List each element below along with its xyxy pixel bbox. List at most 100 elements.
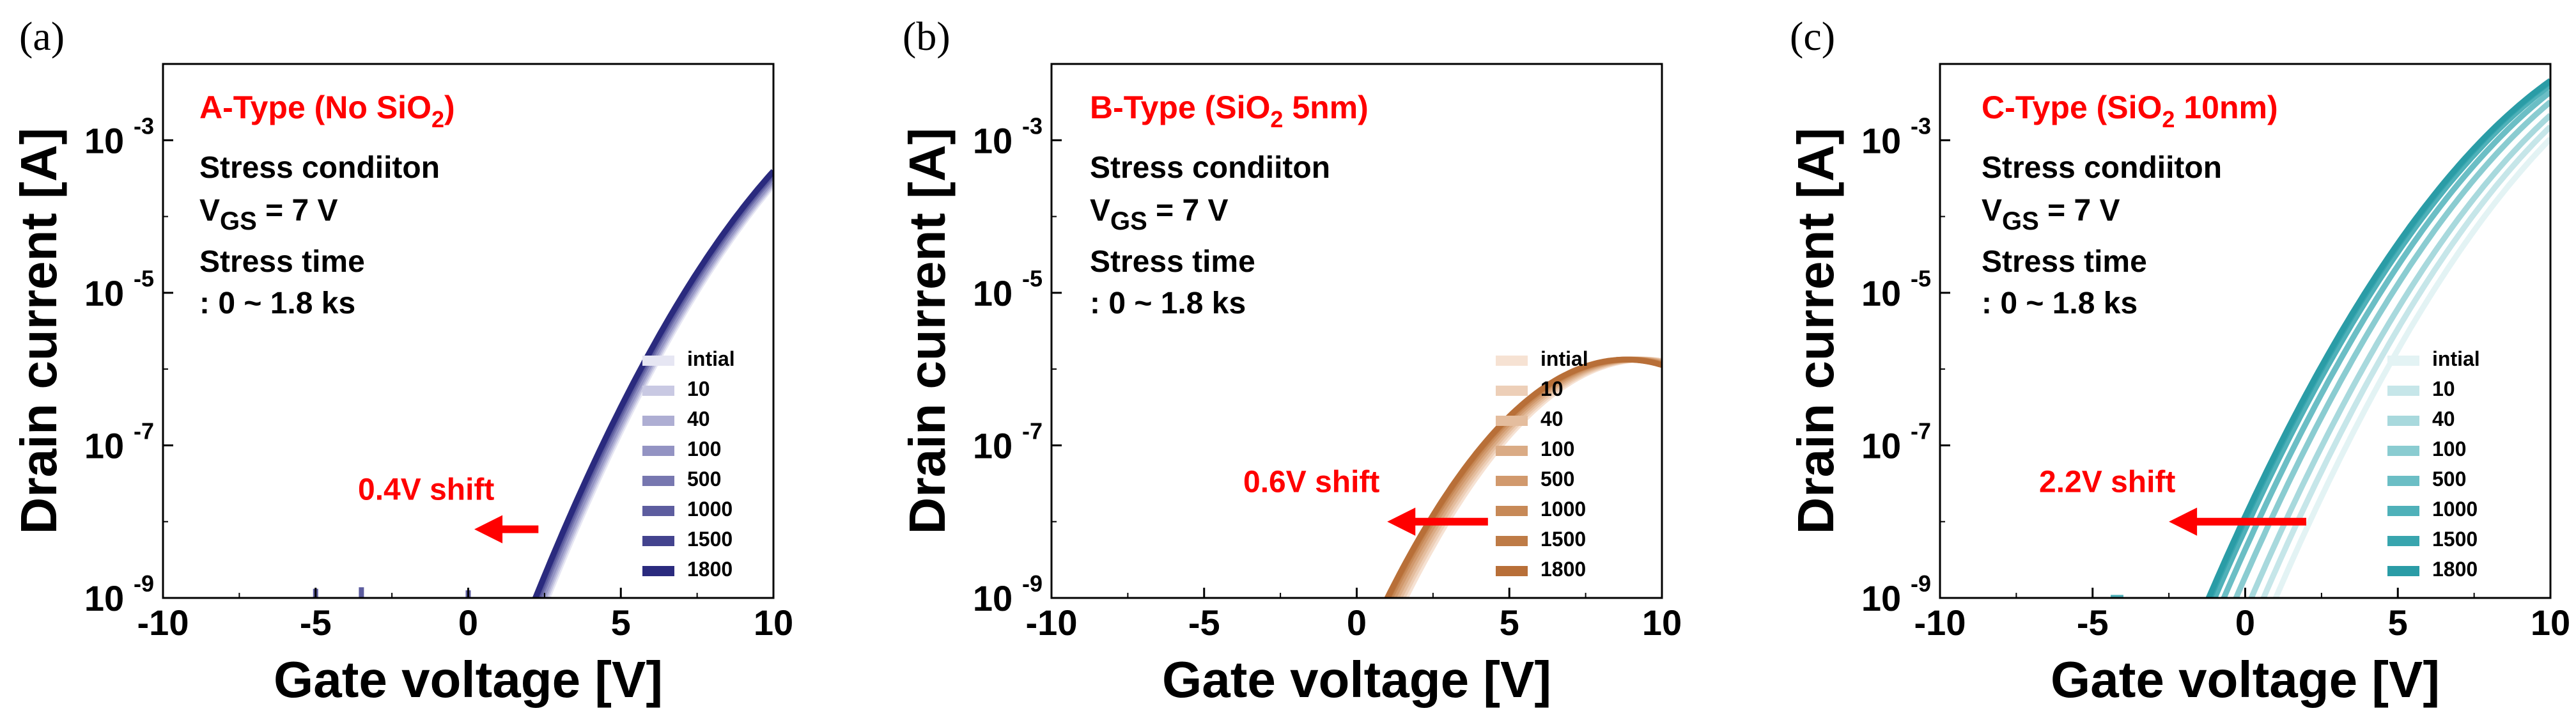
legend-label: 100 — [2432, 437, 2466, 460]
panel-b: (b) -10 -5 0 5 10 10 -9 10 -7 10 -5 10 -3 Gate voltage… — [899, 13, 1682, 708]
panel-label: (c) — [1790, 13, 1835, 59]
legend-label: 10 — [2432, 377, 2455, 400]
shift-label: 2.2V shift — [2039, 466, 2175, 499]
series-line-1800 — [532, 169, 773, 598]
vgs-value: = 7 V — [257, 194, 338, 228]
stress-time-label: Stress time — [199, 245, 365, 279]
type-label-main: A-Type (No SiO — [199, 90, 431, 125]
legend-swatch — [2387, 446, 2419, 456]
stress-condition-label: Stress condiiton — [1090, 151, 1330, 185]
type-label-end: 10nm) — [2175, 90, 2277, 125]
legend-swatch — [1496, 506, 1528, 516]
legend-label: 1500 — [2432, 528, 2478, 551]
legend-label: 500 — [687, 467, 721, 490]
x-tick-label: -10 — [137, 602, 189, 643]
vgs-value: = 7 V — [2039, 194, 2120, 228]
legend-label: 100 — [687, 437, 721, 460]
x-tick-label: 5 — [1500, 602, 1519, 643]
y-tick-base: 10 — [84, 578, 124, 618]
vgs-value: = 7 V — [1147, 194, 1229, 228]
stress-time-range: : 0 ~ 1.8 ks — [1982, 286, 2138, 320]
type-label-sub: 2 — [2162, 106, 2175, 132]
legend-label: 1800 — [687, 558, 733, 581]
curve-group — [2205, 78, 2550, 598]
y-tick-exponent: -9 — [1022, 570, 1043, 597]
x-tick-label: 10 — [1642, 602, 1682, 643]
series-line-intial — [2272, 136, 2550, 598]
y-tick-base: 10 — [1861, 273, 1901, 313]
series-line-500 — [2221, 90, 2550, 598]
legend-swatch — [2387, 566, 2419, 576]
vgs-label: VGS = 7 V — [1090, 194, 1229, 235]
x-axis-title: Gate voltage [V] — [1162, 651, 1551, 708]
vgs-main: V — [199, 194, 220, 228]
y-tick-base: 10 — [84, 425, 124, 466]
legend-label: 40 — [2432, 407, 2455, 430]
legend-swatch — [2387, 416, 2419, 426]
legend-swatch — [642, 386, 674, 396]
legend-swatch — [2387, 506, 2419, 516]
x-axis-title: Gate voltage [V] — [2051, 651, 2440, 708]
shift-label: 0.4V shift — [358, 473, 494, 507]
x-tick-label: -10 — [1026, 602, 1078, 643]
shift-label: 0.6V shift — [1243, 466, 1379, 499]
legend-label: 1500 — [687, 528, 733, 551]
legend-label: 1000 — [1540, 498, 1586, 521]
y-tick-exponent: -3 — [1911, 113, 1931, 139]
x-tick-label: -5 — [300, 602, 332, 643]
shift-arrow-head — [474, 515, 503, 544]
panel-a: (a) -10 -5 0 5 10 10 -9 10 -7 10 -5 10 -3 Gate voltage… — [10, 13, 793, 708]
legend-swatch — [1496, 566, 1528, 576]
x-axis-title: Gate voltage [V] — [274, 651, 663, 708]
legend-swatch — [1496, 446, 1528, 456]
noise-mark — [359, 587, 364, 598]
legend-swatch — [642, 566, 674, 576]
y-tick-exponent: -7 — [1911, 418, 1931, 444]
legend-swatch — [1496, 386, 1528, 396]
stress-time-label: Stress time — [1090, 245, 1255, 279]
y-tick-exponent: -3 — [1022, 113, 1043, 139]
y-tick-exponent: -7 — [134, 418, 154, 444]
panel-label: (b) — [903, 13, 950, 59]
legend-swatch — [2387, 476, 2419, 486]
legend-swatch — [2387, 386, 2419, 396]
stress-time-range: : 0 ~ 1.8 ks — [1090, 286, 1246, 320]
legend-label: 1500 — [1540, 528, 1586, 551]
series-line-1000 — [2212, 82, 2550, 598]
y-tick-exponent: -5 — [1911, 265, 1931, 292]
y-tick-base: 10 — [1861, 578, 1901, 618]
legend-label: 1800 — [1540, 558, 1586, 581]
legend-label: 1000 — [687, 498, 733, 521]
series-line-100 — [2233, 99, 2550, 598]
stress-time-range: : 0 ~ 1.8 ks — [199, 286, 355, 320]
series-line-40 — [2248, 113, 2550, 598]
x-tick-label: 10 — [2531, 602, 2570, 643]
shift-arrow-head — [1387, 507, 1416, 536]
y-tick-base: 10 — [973, 578, 1013, 618]
legend-swatch — [1496, 356, 1528, 366]
x-tick-label: -10 — [1914, 602, 1966, 643]
y-tick-exponent: -9 — [1911, 570, 1931, 597]
vgs-label: VGS = 7 V — [1982, 194, 2120, 235]
y-tick-exponent: -3 — [134, 113, 154, 139]
noise-mark — [2110, 595, 2123, 598]
sample-type-label: B-Type (SiO2 5nm) — [1090, 90, 1369, 132]
type-label-sub: 2 — [431, 106, 444, 132]
y-axis-title: Drain current [A] — [899, 128, 956, 535]
legend-swatch — [642, 536, 674, 546]
legend-label: 1800 — [2432, 558, 2478, 581]
x-tick-label: 5 — [611, 602, 631, 643]
legend-swatch — [642, 416, 674, 426]
y-tick-base: 10 — [84, 273, 124, 313]
sample-type-label: C-Type (SiO2 10nm) — [1982, 90, 2278, 132]
legend-label: 500 — [2432, 467, 2466, 490]
legend-swatch — [642, 446, 674, 456]
x-tick-label: -5 — [2077, 602, 2109, 643]
shift-arrow-head — [2169, 507, 2198, 536]
legend-swatch — [1496, 536, 1528, 546]
panel-label: (a) — [19, 13, 65, 59]
panel-c: (c) -10 -5 0 5 10 10 -9 10 -7 10 -5 10 -3 Gate voltage… — [1787, 13, 2570, 708]
y-tick-base: 10 — [973, 120, 1013, 161]
sample-type-label: A-Type (No SiO2) — [199, 90, 455, 132]
